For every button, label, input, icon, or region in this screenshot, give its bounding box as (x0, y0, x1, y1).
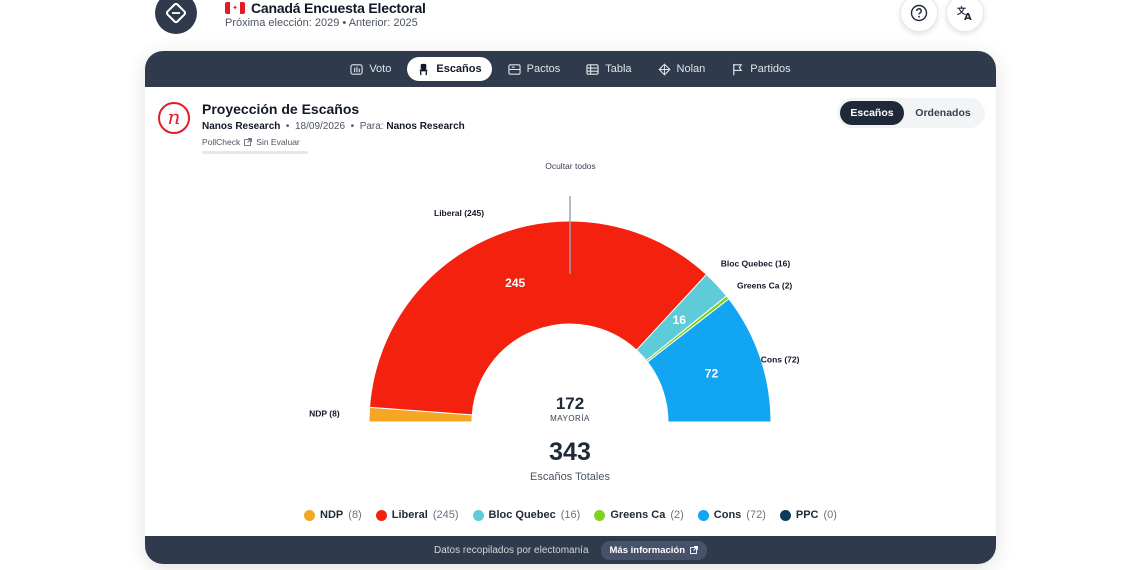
slice-value-label: 16 (673, 313, 687, 327)
flag-icon (733, 63, 743, 75)
view-tabs: Voto Escaños Pactos Tabla Nolan Partidos (145, 51, 996, 87)
legend-name: Cons (713, 509, 742, 521)
source-text: Datos recopilados por electomanía (433, 544, 589, 556)
total-seats-value: 343 (549, 438, 591, 466)
slice-outer-label: Bloc Quebec (16) (721, 258, 791, 268)
more-info-label: Más información (609, 544, 686, 556)
projection-meta: Nanos Research • 18/09/2026 • Para: Nano… (202, 121, 465, 132)
toggle-escanos[interactable]: Escaños (840, 101, 904, 125)
ballot-logo-icon (165, 2, 187, 24)
legend-count: (245) (432, 509, 459, 521)
legend-count: (8) (348, 509, 362, 521)
poll-date: 18/09/2026 (295, 121, 346, 132)
pollcheck-status: Sin Evaluar (256, 137, 300, 147)
legend-count: (2) (670, 509, 684, 521)
for-label: Para: (359, 121, 384, 132)
pollcheck-row: PollCheck Sin Evaluar (202, 137, 300, 147)
legend-dot (779, 509, 791, 521)
legend-dot (472, 509, 484, 521)
slice-value-label: 245 (505, 276, 525, 290)
toggle-ordenados[interactable]: Ordenados (915, 107, 971, 119)
view-toggle: Escaños Ordenados (837, 98, 985, 128)
table-icon (586, 63, 599, 75)
tab-pactos[interactable]: Pactos (498, 57, 571, 81)
top-bar: ✦ Canadá Encuesta Electoral Próxima elec… (0, 0, 1140, 50)
external-link-icon (244, 138, 253, 146)
help-icon (910, 4, 928, 22)
tab-nolan[interactable]: Nolan (648, 57, 716, 81)
tab-tabla-label: Tabla (605, 63, 632, 75)
legend-count: (72) (746, 509, 766, 521)
legend-item-ndp[interactable]: NDP (8) (304, 509, 362, 521)
app-logo[interactable] (155, 0, 197, 34)
seat-slice-cons[interactable] (646, 298, 772, 423)
tab-partidos-label: Partidos (750, 63, 791, 75)
tab-voto-label: Voto (369, 63, 392, 75)
slice-outer-label: NDP (8) (309, 408, 340, 418)
bar-chart-icon (350, 63, 363, 75)
majority-label: MAYORÍA (550, 414, 590, 423)
majority-value: 172 (556, 394, 584, 413)
pollster-logo: n (158, 102, 190, 134)
tab-pactos-label: Pactos (526, 63, 561, 75)
handshake-icon (507, 63, 521, 75)
legend-item-bloc-quebec[interactable]: Bloc Quebec (16) (472, 509, 581, 521)
slice-outer-label: Cons (72) (761, 354, 800, 364)
legend-item-ppc[interactable]: PPC (0) (779, 509, 837, 521)
legend-count: (0) (823, 509, 837, 521)
app-subtitle: Próxima elección: 2029 • Anterior: 2025 (225, 17, 418, 29)
svg-text:文: 文 (956, 5, 967, 17)
external-link-icon (690, 546, 698, 554)
legend-name: Liberal (391, 509, 428, 521)
grid-icon (658, 62, 671, 76)
tab-escanos-label: Escaños (436, 63, 482, 75)
chair-icon (420, 63, 428, 75)
tab-tabla[interactable]: Tabla (576, 57, 641, 81)
hide-all-button[interactable]: Ocultar todos (545, 161, 596, 171)
translate-icon: 文 A (956, 5, 972, 22)
pollcheck-bar (202, 151, 308, 154)
card-footer: Datos recopilados por electomanía Más in… (145, 536, 996, 564)
legend-count: (16) (560, 509, 581, 521)
seat-chart: NDP (8) 245 Liberal (245) 16 Bloc Quebec (16… (309, 196, 800, 483)
legend-name: PPC (795, 509, 819, 521)
for-value: Nanos Research (386, 121, 465, 132)
meta-separator: • (347, 121, 360, 132)
nanos-logo-icon: n (167, 104, 181, 129)
legend-dot (697, 509, 709, 521)
seat-projection-card: Voto Escaños Pactos Tabla Nolan Partidos… (145, 51, 996, 564)
legend-item-greens-ca[interactable]: Greens Ca (2) (594, 509, 684, 521)
help-button[interactable] (900, 0, 938, 32)
tab-partidos[interactable]: Partidos (721, 57, 800, 81)
app-title: Canadá Encuesta Electoral (251, 0, 426, 16)
more-info-button[interactable]: Más información (600, 540, 708, 560)
legend-name: Bloc Quebec (488, 509, 556, 521)
meta-separator: • (283, 121, 295, 132)
title-row: ✦ Canadá Encuesta Electoral (225, 0, 426, 16)
tab-escanos[interactable]: Escaños (407, 57, 492, 81)
chart-legend: NDP (8) Liberal (245) Bloc Quebec (16) Greens … (145, 509, 996, 521)
canada-flag-icon: ✦ (225, 2, 245, 14)
pollcheck-link[interactable]: PollCheck (202, 137, 241, 147)
tab-voto[interactable]: Voto (340, 57, 401, 81)
slice-outer-label: Greens Ca (2) (737, 280, 792, 290)
legend-item-liberal[interactable]: Liberal (245) (375, 509, 459, 521)
slice-value-label: 72 (705, 367, 719, 381)
pollster-name: Nanos Research (202, 121, 281, 132)
legend-dot (375, 509, 387, 521)
tab-nolan-label: Nolan (676, 63, 706, 75)
legend-item-cons[interactable]: Cons (72) (697, 509, 766, 521)
svg-text:A: A (964, 12, 972, 22)
legend-dot (594, 509, 606, 521)
language-button[interactable]: 文 A (946, 0, 984, 32)
slice-outer-label: Liberal (245) (434, 208, 484, 218)
total-seats-label: Escaños Totales (530, 471, 610, 483)
legend-name: Greens Ca (610, 509, 666, 521)
legend-name: NDP (320, 509, 344, 521)
projection-title: Proyección de Escaños (202, 101, 360, 117)
legend-dot (304, 509, 316, 521)
seat-slice-liberal[interactable] (369, 220, 708, 416)
